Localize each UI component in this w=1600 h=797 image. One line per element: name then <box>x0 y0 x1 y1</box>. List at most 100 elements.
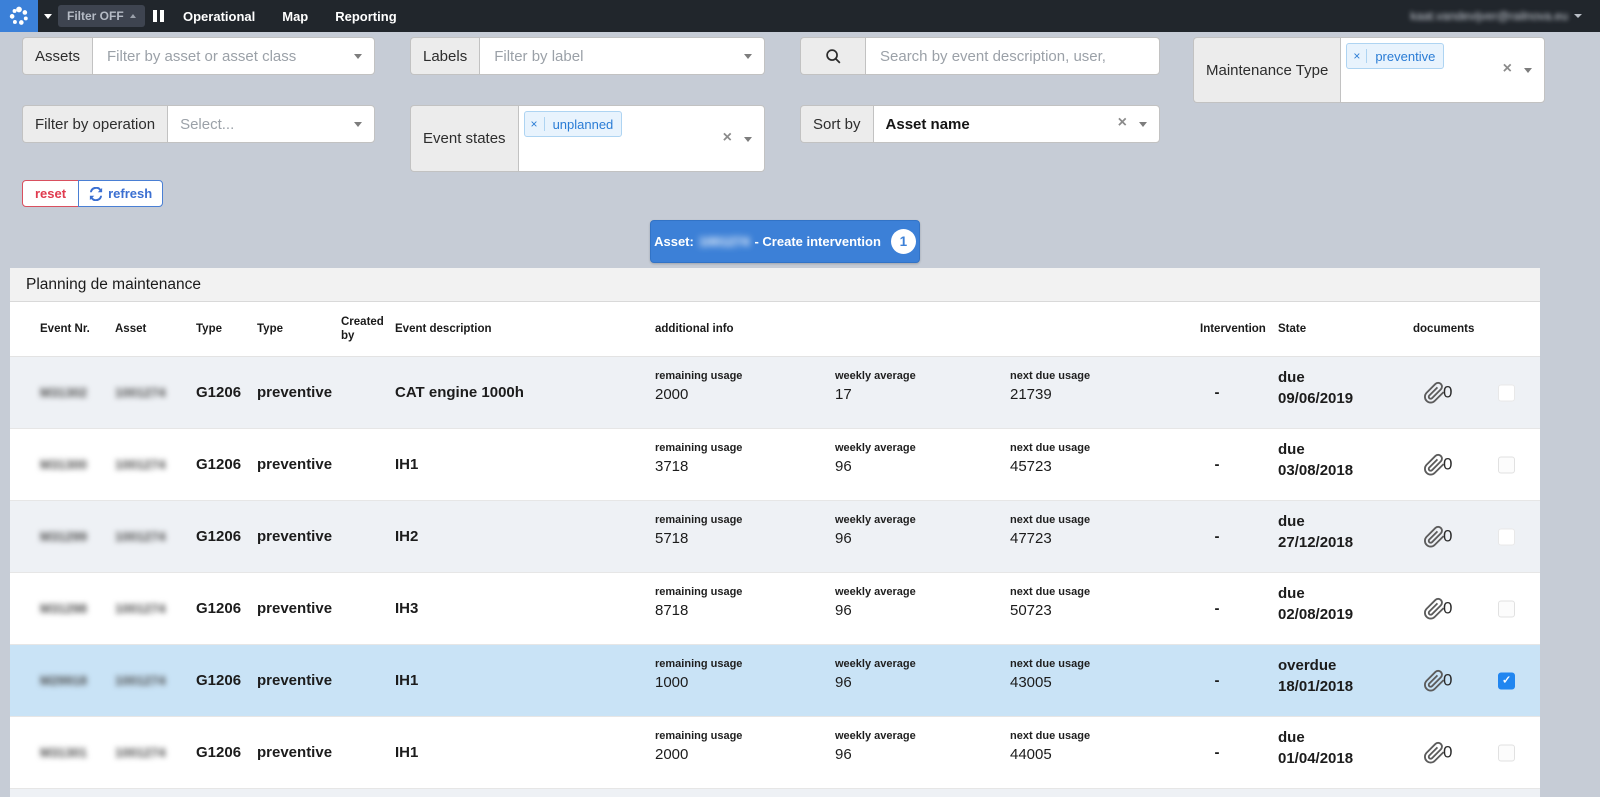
event-states-tag: × unplanned <box>524 111 623 137</box>
chevron-down-icon[interactable] <box>354 122 362 127</box>
row-checkbox[interactable] <box>1498 600 1515 617</box>
assets-filter-input[interactable] <box>105 47 327 66</box>
labels-filter-label: Labels <box>410 37 479 75</box>
filter-toggle-label: Filter OFF <box>67 9 124 23</box>
col-asset: Asset <box>115 302 146 356</box>
state-word: due <box>1278 369 1305 386</box>
asset-class: G1206 <box>196 645 252 716</box>
event-description: IH2 <box>395 501 645 572</box>
chevron-down-icon[interactable] <box>744 54 752 59</box>
search-input[interactable] <box>878 47 1111 66</box>
next-due-usage-label: next due usage <box>1010 586 1090 598</box>
remaining-usage-label: remaining usage <box>655 514 742 526</box>
documents-link[interactable]: 0 <box>1423 525 1452 548</box>
remaining-usage-label: remaining usage <box>655 730 742 742</box>
row-checkbox[interactable] <box>1498 528 1515 545</box>
weekly-average-value: 96 <box>835 458 852 475</box>
state-date: 01/04/2018 <box>1278 750 1353 767</box>
tag-remove-icon[interactable]: × <box>525 117 545 131</box>
weekly-average-label: weekly average <box>835 586 916 598</box>
row-checkbox[interactable] <box>1498 672 1515 689</box>
documents-link[interactable]: 0 <box>1423 381 1452 404</box>
chevron-down-icon[interactable] <box>354 54 362 59</box>
filter-toggle-button[interactable]: Filter OFF <box>58 5 145 27</box>
event-states-group: Event states × unplanned × <box>410 105 765 172</box>
clear-icon[interactable]: × <box>1503 61 1512 77</box>
tag-remove-icon[interactable]: × <box>1347 49 1367 63</box>
next-due-usage-label: next due usage <box>1010 658 1090 670</box>
table-row[interactable]: M31300 1001274 G1206 preventive IH1 rema… <box>10 428 1540 500</box>
search-addon <box>800 37 865 75</box>
weekly-average-value: 96 <box>835 602 852 619</box>
table-row[interactable]: M29918 1001274 G1206 preventive IH1 rema… <box>10 644 1540 716</box>
asset-number-blurred: 1001274 <box>699 234 750 249</box>
asset-number-blurred: 1001274 <box>115 601 166 616</box>
documents-link[interactable]: 0 <box>1423 597 1452 620</box>
clear-icon[interactable]: × <box>1118 115 1127 131</box>
maintenance-type-tag: × preventive <box>1346 43 1444 69</box>
documents-link[interactable]: 0 <box>1423 453 1452 476</box>
maintenance-type-label: Maintenance Type <box>1193 37 1340 103</box>
labels-filter-input[interactable] <box>492 47 717 66</box>
maintenance-planning-table: Planning de maintenance Event Nr. Asset … <box>10 268 1540 797</box>
labels-filter-field[interactable] <box>479 37 765 75</box>
intervention-value: - <box>1200 357 1234 428</box>
table-row[interactable]: M31301 1001274 G1206 preventive IH1 rema… <box>10 716 1540 788</box>
remaining-usage-value: 5718 <box>655 530 688 547</box>
user-email[interactable]: kaat.vandevijver@railnova.eu <box>1410 0 1568 32</box>
table-row[interactable]: M31298 1001274 G1206 preventive IH3 rema… <box>10 572 1540 644</box>
pause-icon[interactable] <box>153 10 164 22</box>
labels-filter-group: Labels <box>410 37 765 75</box>
assets-filter-label: Assets <box>22 37 92 75</box>
railnova-logo[interactable] <box>0 0 38 32</box>
state-date: 02/08/2019 <box>1278 606 1353 623</box>
row-checkbox[interactable] <box>1498 744 1515 761</box>
weekly-average: weekly average 96 <box>835 645 1000 716</box>
state: due 03/08/2018 <box>1278 429 1418 500</box>
event-description: IH3 <box>395 573 645 644</box>
logo-dropdown-caret-icon[interactable] <box>44 14 52 19</box>
maintenance-type-field[interactable]: × preventive × <box>1340 37 1545 103</box>
sort-by-value: Asset name <box>886 116 970 133</box>
search-field[interactable] <box>865 37 1160 75</box>
table-row[interactable]: M31299 1001274 G1206 preventive IH2 rema… <box>10 500 1540 572</box>
assets-filter-field[interactable] <box>92 37 375 75</box>
chevron-down-icon[interactable] <box>1524 68 1532 73</box>
documents-count: 0 <box>1443 527 1452 547</box>
state-word: due <box>1278 585 1305 602</box>
documents-link[interactable]: 0 <box>1423 741 1452 764</box>
operation-filter-field[interactable]: Select... <box>167 105 375 143</box>
filter-actions: reset refresh <box>22 180 163 207</box>
sort-by-field[interactable]: Asset name × <box>873 105 1160 143</box>
menu-item-map[interactable]: Map <box>282 9 308 24</box>
create-intervention-button[interactable]: Asset: 1001274 - Create intervention 1 <box>650 220 920 263</box>
assets-filter-group: Assets <box>22 37 375 75</box>
documents-count: 0 <box>1443 671 1452 691</box>
chevron-down-icon[interactable] <box>1139 122 1147 127</box>
event-nr-blurred: M31299 <box>40 529 87 544</box>
event-description: IH1 <box>395 645 645 716</box>
remaining-usage-value: 1000 <box>655 674 688 691</box>
state-date: 27/12/2018 <box>1278 534 1353 551</box>
asset-number-blurred: 1001274 <box>115 673 166 688</box>
asset-class: G1206 <box>196 429 252 500</box>
col-state: State <box>1278 302 1306 356</box>
row-checkbox[interactable] <box>1498 384 1515 401</box>
state-date: 18/01/2018 <box>1278 678 1353 695</box>
row-checkbox[interactable] <box>1498 456 1515 473</box>
reset-button[interactable]: reset <box>22 180 79 207</box>
chevron-down-icon[interactable] <box>744 137 752 142</box>
asset-number-blurred: 1001274 <box>115 529 166 544</box>
clear-icon[interactable]: × <box>723 130 732 146</box>
documents-link[interactable]: 0 <box>1423 669 1452 692</box>
event-states-field[interactable]: × unplanned × <box>518 105 765 172</box>
menu-item-operational[interactable]: Operational <box>183 9 255 24</box>
table-row[interactable]: M31302 1001274 G1206 preventive CAT engi… <box>10 357 1540 428</box>
asset-prefix: Asset: <box>654 234 694 249</box>
menu-item-reporting[interactable]: Reporting <box>335 9 396 24</box>
app-screen: Filter OFF Operational Map Reporting kaa… <box>0 0 1600 797</box>
user-menu-caret-icon[interactable] <box>1574 14 1582 18</box>
maintenance-type-group: Maintenance Type × preventive × <box>1193 37 1545 103</box>
refresh-button[interactable]: refresh <box>78 180 163 207</box>
table-row-partial[interactable] <box>10 788 1540 797</box>
